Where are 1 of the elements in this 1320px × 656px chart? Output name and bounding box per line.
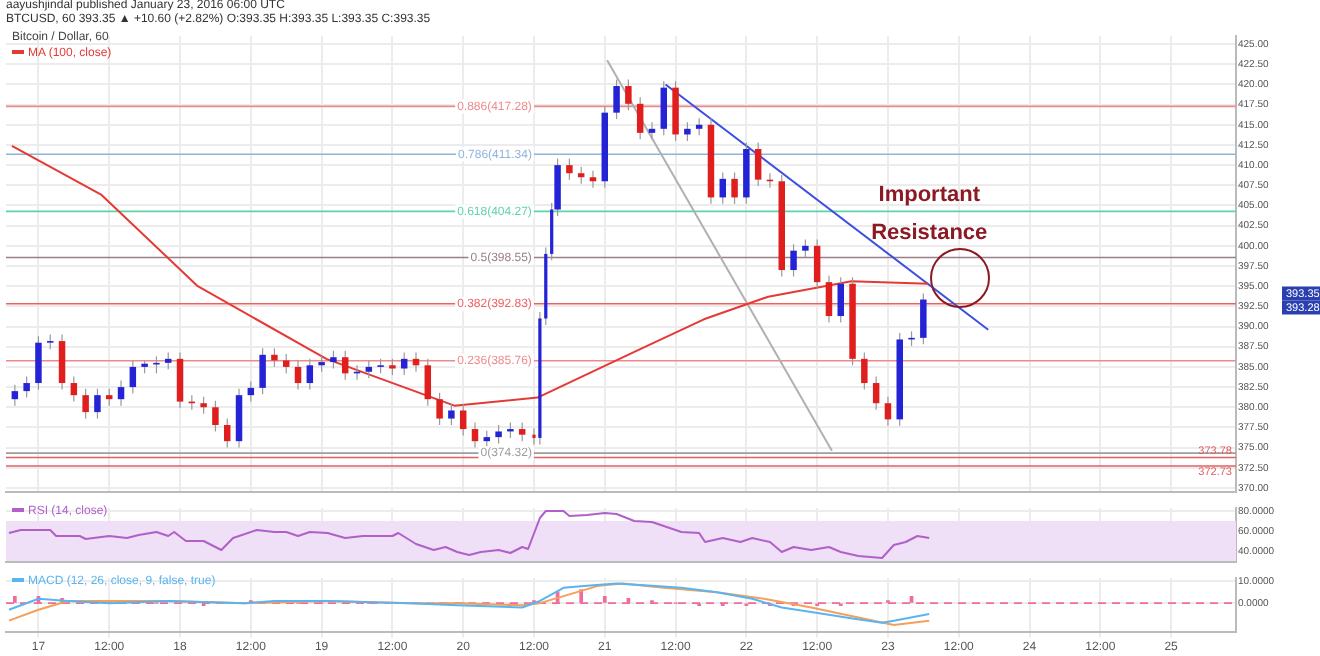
- annotation: Important Resistance: [871, 182, 988, 245]
